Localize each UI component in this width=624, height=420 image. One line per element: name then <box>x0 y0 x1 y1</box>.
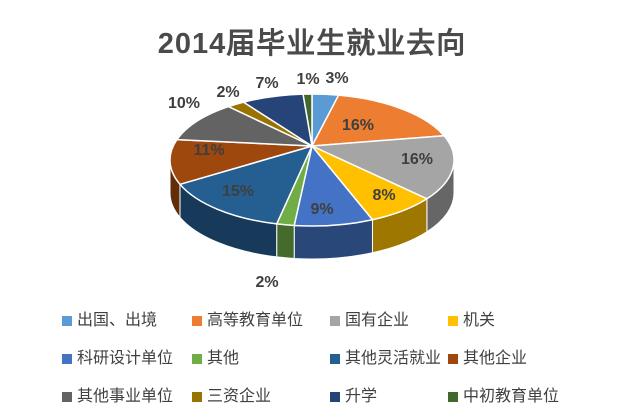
data-label: 9% <box>310 201 333 218</box>
data-label: 2% <box>216 84 239 101</box>
pie-slice <box>311 94 445 147</box>
legend-swatch <box>448 354 458 364</box>
pie-slice <box>293 145 374 227</box>
legend-label: 其他灵活就业 <box>345 350 442 367</box>
legend-label: 其他事业单位 <box>77 388 174 405</box>
legend-label: 升学 <box>345 388 378 405</box>
legend-label: 出国、出境 <box>77 312 158 329</box>
legend-item: 其他灵活就业 <box>330 350 441 368</box>
pie-slice <box>179 145 313 225</box>
data-label: 3% <box>325 70 348 87</box>
chart-title: 2014届毕业生就业去向 <box>157 28 467 60</box>
data-label: 2% <box>255 274 278 291</box>
legend-swatch <box>448 392 458 402</box>
pie-slice <box>302 93 313 147</box>
pie-slice <box>169 138 313 186</box>
legend-item: 其他 <box>192 350 239 368</box>
legend-swatch <box>62 392 72 402</box>
legend-label: 其他企业 <box>463 350 528 367</box>
pie-slice <box>311 134 455 200</box>
legend-swatch <box>330 316 340 326</box>
legend-item: 中初教育单位 <box>448 388 559 406</box>
data-label: 15% <box>222 183 254 200</box>
legend-item: 机关 <box>448 312 495 330</box>
legend-swatch <box>448 316 458 326</box>
legend-item: 升学 <box>330 388 377 406</box>
data-label: 16% <box>401 151 433 168</box>
data-label: 1% <box>296 71 319 88</box>
legend-item: 三资企业 <box>192 388 271 406</box>
legend-swatch <box>192 392 202 402</box>
legend-label: 中初教育单位 <box>463 388 560 405</box>
legend-label: 三资企业 <box>207 388 272 405</box>
legend-swatch <box>330 354 340 364</box>
legend-item: 其他企业 <box>448 350 527 368</box>
legend-item: 高等教育单位 <box>192 312 303 330</box>
data-label: 16% <box>342 117 374 134</box>
legend-swatch <box>192 316 202 326</box>
legend-swatch <box>62 316 72 326</box>
legend-label: 科研设计单位 <box>77 350 174 367</box>
legend-label: 机关 <box>463 312 496 329</box>
pie-slice-side <box>276 223 295 260</box>
data-label: 11% <box>193 142 224 159</box>
data-label: 10% <box>168 95 200 112</box>
legend-item: 出国、出境 <box>62 312 157 330</box>
legend-label: 国有企业 <box>345 312 410 329</box>
data-label: 7% <box>255 75 278 92</box>
legend-swatch <box>192 354 202 364</box>
legend-label: 其他 <box>207 350 240 367</box>
data-label: 8% <box>372 187 395 204</box>
legend-swatch <box>330 392 340 402</box>
legend-label: 高等教育单位 <box>207 312 304 329</box>
legend-swatch <box>62 354 72 364</box>
legend-item: 国有企业 <box>330 312 409 330</box>
pie-slice <box>176 105 313 147</box>
legend-item: 科研设计单位 <box>62 350 173 368</box>
legend-item: 其他事业单位 <box>62 388 173 406</box>
